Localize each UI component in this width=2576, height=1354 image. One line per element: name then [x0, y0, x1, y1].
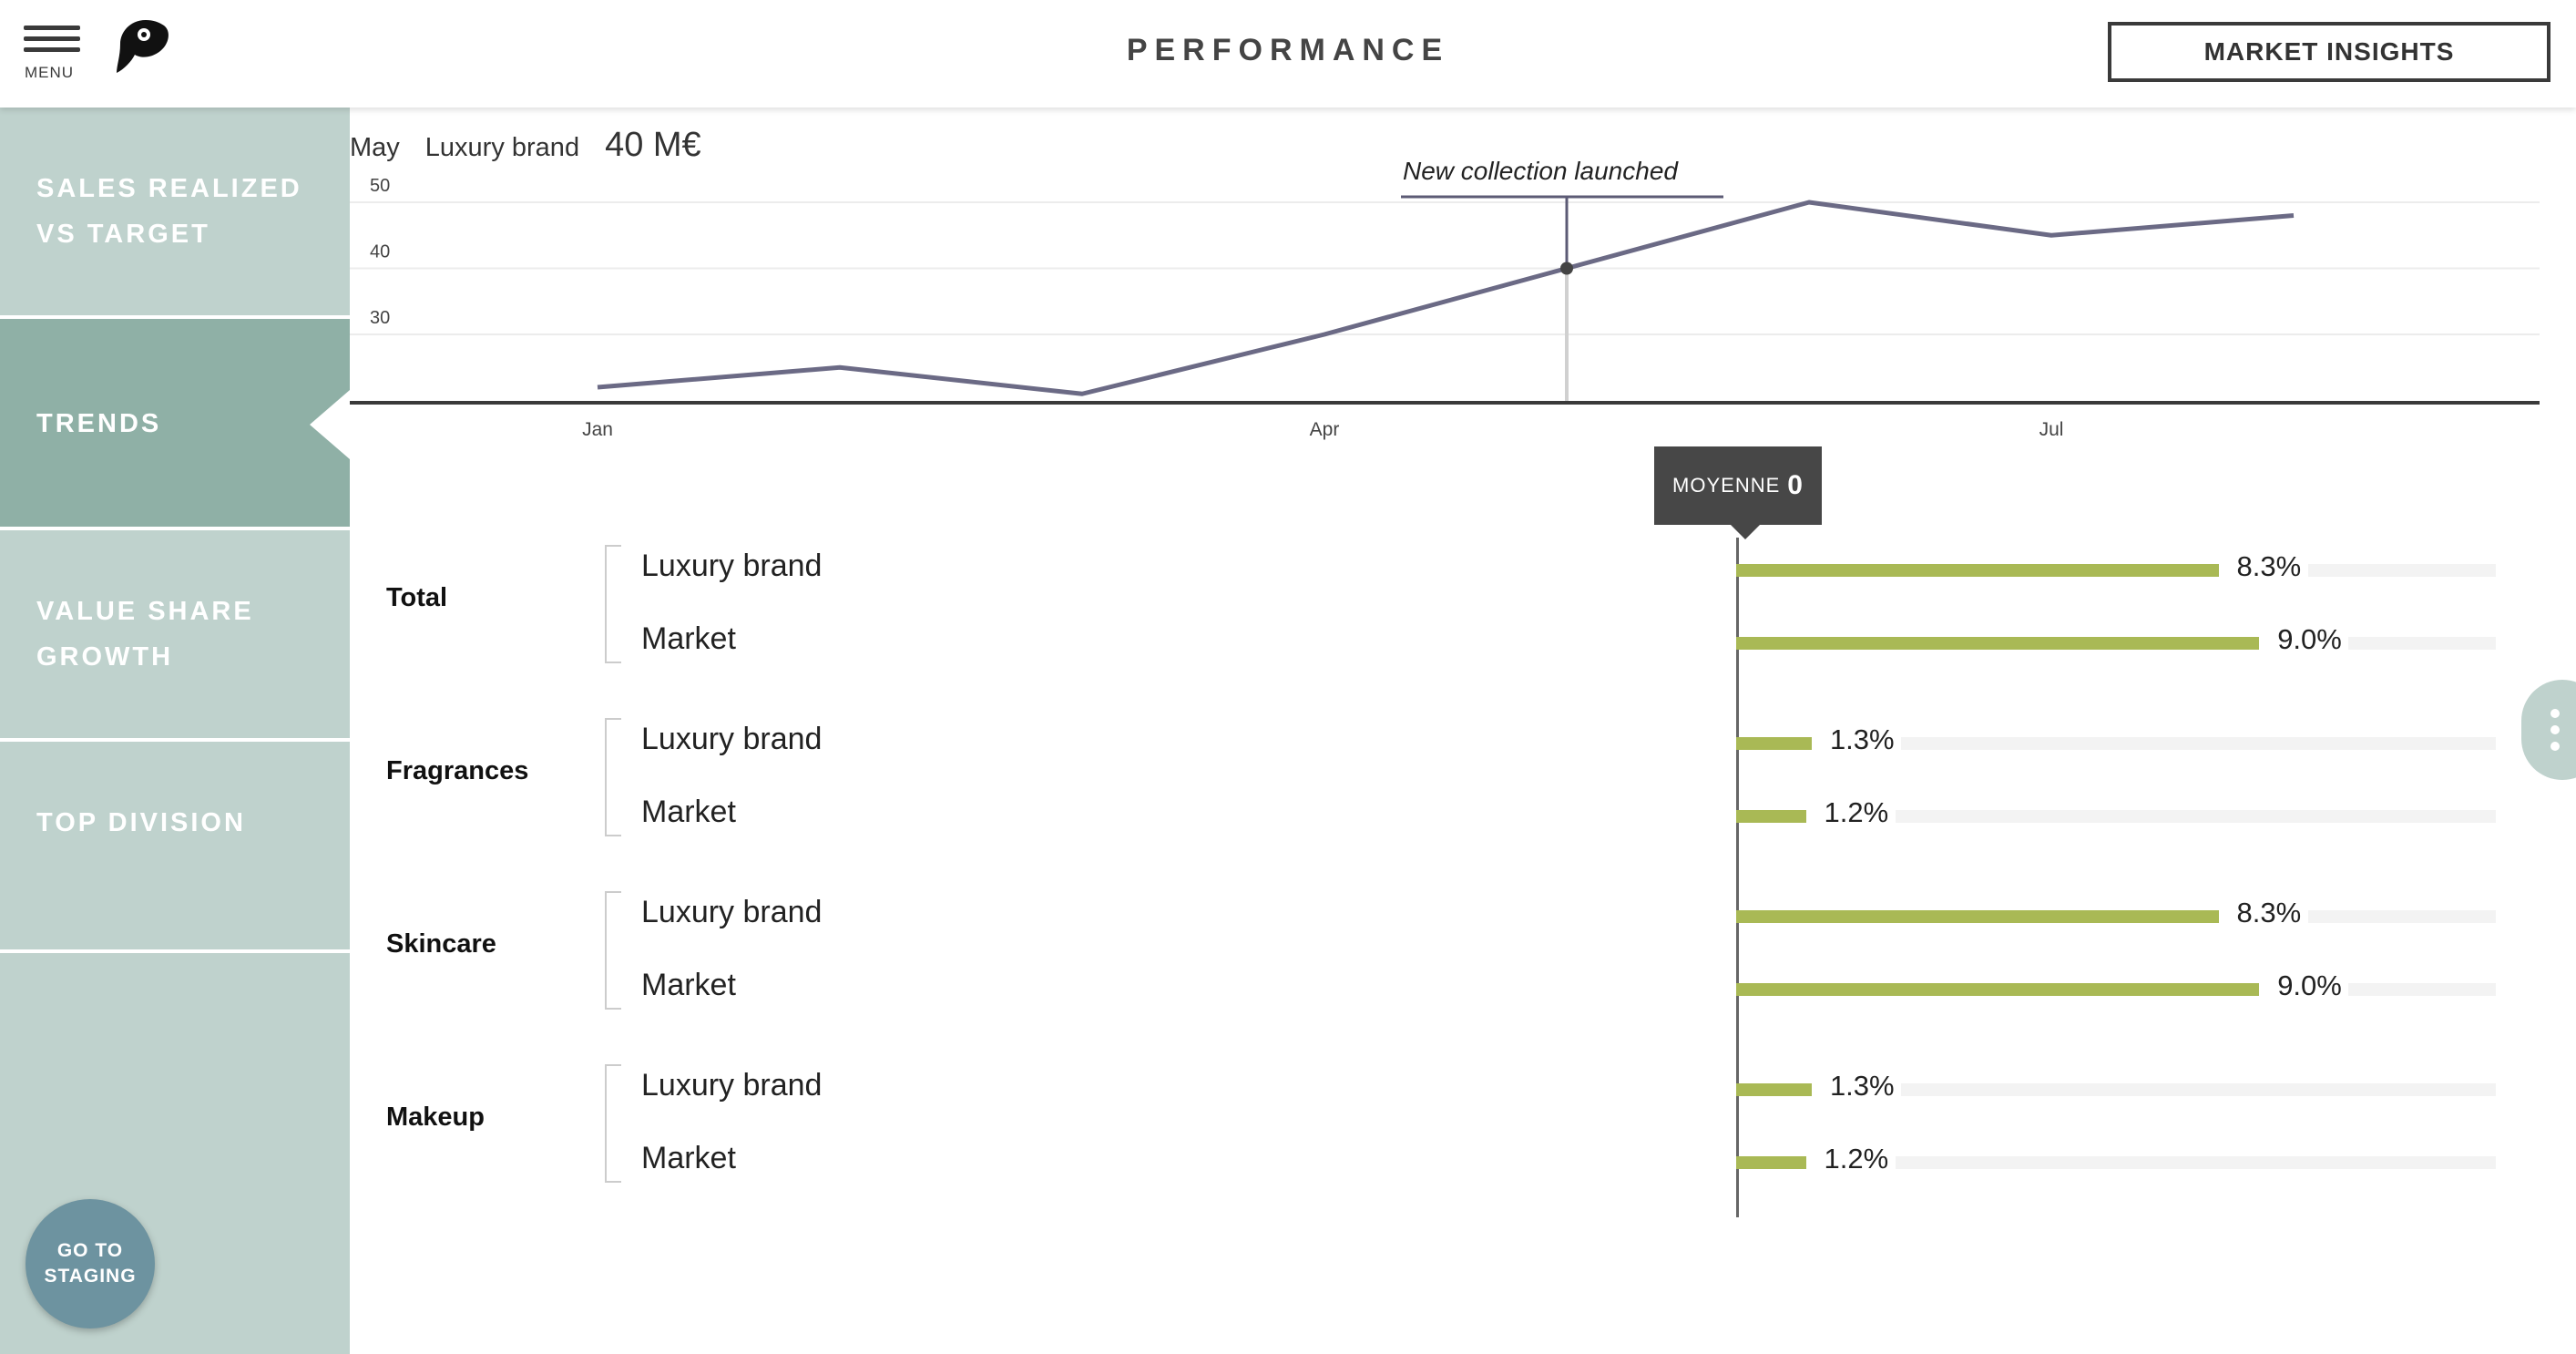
- x-tick-label: Jul: [2039, 419, 2064, 440]
- growth-bar: [1736, 910, 2219, 923]
- x-tick-label: Apr: [1310, 419, 1340, 440]
- menu-label: MENU: [25, 64, 75, 81]
- sidebar-item-trends[interactable]: TRENDS: [0, 319, 350, 530]
- average-value: 0: [1787, 470, 1804, 500]
- toucan-logo: [117, 20, 169, 73]
- bar-value-label: 1.2%: [1824, 796, 1889, 828]
- growth-bar: [1736, 983, 2260, 996]
- growth-bar: [1736, 564, 2219, 577]
- bar-track: [1895, 1156, 2496, 1169]
- row-label: Luxury brand: [641, 722, 823, 756]
- row-bracket: [605, 545, 621, 663]
- bar-track: [2307, 910, 2496, 923]
- bar-track: [1900, 737, 2496, 750]
- bar-value-label: 9.0%: [2277, 969, 2342, 1001]
- highlight-point: [1560, 262, 1573, 275]
- sidebar-item-label: TRENDS: [36, 409, 162, 438]
- tooltip-brand: Luxury brand: [424, 133, 580, 162]
- more-vertical-icon: [2550, 709, 2560, 718]
- row-label: Market: [641, 968, 736, 1002]
- growth-bar: [1736, 1156, 1806, 1169]
- bar-value-label: 9.0%: [2277, 623, 2342, 655]
- sidebar-item-label: VALUE SHARE GROWTH: [36, 597, 254, 672]
- group-label: Skincare: [386, 929, 496, 959]
- bar-track: [1895, 810, 2496, 823]
- app-header: MENU PERFORMANCE MARKET INSIGHTS: [0, 0, 2576, 108]
- sidebar-item-value-share-growth[interactable]: VALUE SHARE GROWTH: [0, 530, 350, 742]
- row-label: Market: [641, 795, 736, 829]
- chart-annotation: New collection launched: [1403, 157, 1678, 185]
- row-bracket: [605, 718, 621, 836]
- row-label: Market: [641, 621, 736, 656]
- more-vertical-icon-dot: [2550, 725, 2560, 734]
- bar-value-label: 8.3%: [2236, 897, 2302, 928]
- growth-bar: [1736, 1083, 1812, 1096]
- x-tick-label: Jan: [582, 419, 613, 440]
- hamburger-icon-bar: [24, 47, 80, 52]
- row-label: Luxury brand: [641, 1068, 823, 1103]
- average-marker: MOYENNE 0: [1654, 446, 1822, 539]
- tooltip-value: 40 M€: [605, 126, 701, 164]
- bar-value-label: 1.2%: [1824, 1143, 1889, 1174]
- row-label: Luxury brand: [641, 895, 823, 929]
- bar-value-label: 1.3%: [1829, 723, 1895, 755]
- row-bracket: [605, 891, 621, 1010]
- more-options-button[interactable]: [2521, 680, 2576, 780]
- growth-bar: [1736, 737, 1812, 750]
- trend-line-chart: 30 40 50 Jan Apr Jul: [350, 176, 2540, 440]
- menu-button[interactable]: [24, 26, 82, 82]
- row-bracket: [605, 1064, 621, 1183]
- bar-track: [2348, 637, 2496, 650]
- group-label: Makeup: [386, 1103, 485, 1132]
- go-to-staging-label: GO TO STAGING: [44, 1240, 137, 1287]
- growth-bar: [1736, 637, 2260, 650]
- y-tick-label: 50: [370, 176, 390, 196]
- hamburger-icon: [24, 26, 80, 30]
- more-vertical-icon-dot: [2550, 742, 2560, 751]
- bar-track: [2348, 983, 2496, 996]
- page-title: PERFORMANCE: [1126, 33, 1450, 67]
- sidebar-item-label: SALES REALIZED VS TARGET: [36, 174, 302, 249]
- group-label: Fragrances: [386, 756, 529, 785]
- tooltip-month: May: [350, 133, 400, 162]
- sidebar-item-sales-realized[interactable]: SALES REALIZED VS TARGET: [0, 108, 350, 319]
- bar-value-label: 8.3%: [2236, 550, 2302, 582]
- chart-tooltip: May Luxury brand 40 M€: [350, 126, 701, 165]
- sidebar-item-top-division[interactable]: TOP DIVISION: [0, 742, 350, 953]
- hamburger-icon-bar: [24, 36, 80, 41]
- sidebar-item-label: TOP DIVISION: [36, 808, 246, 837]
- go-to-staging-button[interactable]: GO TO STAGING: [26, 1199, 155, 1328]
- bar-track: [2307, 564, 2496, 577]
- row-label: Luxury brand: [641, 549, 823, 583]
- average-label: MOYENNE: [1672, 474, 1781, 497]
- growth-bar: [1736, 810, 1806, 823]
- group-label: Total: [386, 583, 448, 612]
- bar-value-label: 1.3%: [1829, 1070, 1895, 1102]
- sidebar: SALES REALIZED VS TARGET TRENDS VALUE SH…: [0, 108, 350, 1354]
- average-line: [1736, 538, 1739, 1217]
- series-line: [597, 200, 2295, 396]
- y-tick-label: 30: [370, 308, 390, 328]
- row-label: Market: [641, 1141, 736, 1175]
- bar-track: [1900, 1083, 2496, 1096]
- market-insights-button[interactable]: MARKET INSIGHTS: [2108, 22, 2550, 82]
- y-tick-label: 40: [370, 242, 390, 262]
